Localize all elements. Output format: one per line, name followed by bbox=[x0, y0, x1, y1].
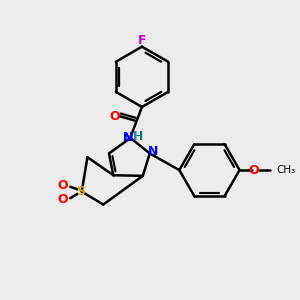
Text: O: O bbox=[249, 164, 259, 177]
Text: O: O bbox=[57, 193, 68, 206]
Text: O: O bbox=[110, 110, 120, 123]
Text: F: F bbox=[138, 34, 146, 47]
Text: CH₃: CH₃ bbox=[276, 165, 295, 175]
Text: N: N bbox=[148, 145, 158, 158]
Text: H: H bbox=[134, 130, 143, 143]
Text: O: O bbox=[57, 179, 68, 192]
Text: N: N bbox=[123, 131, 134, 144]
Text: H: H bbox=[133, 130, 142, 143]
Text: N: N bbox=[123, 130, 134, 144]
Text: S: S bbox=[76, 185, 85, 198]
